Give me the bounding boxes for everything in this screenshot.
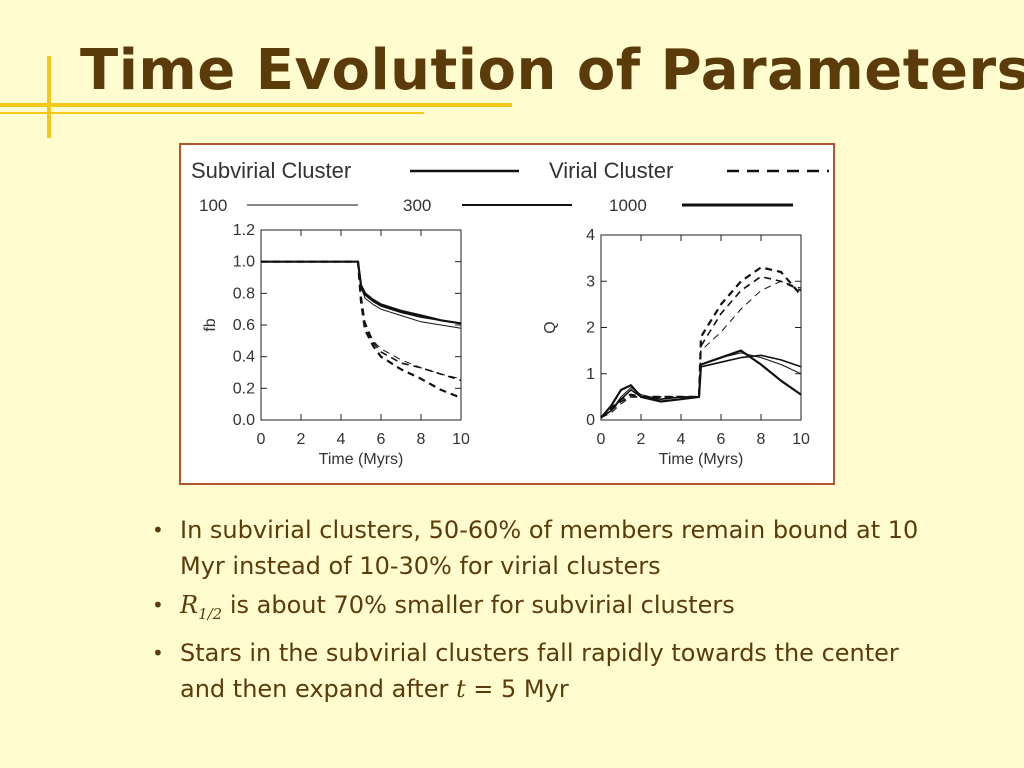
legend-n-100: 100: [199, 196, 227, 215]
y-tick-label-fb: 1.2: [233, 222, 255, 239]
title-accent-line: [0, 103, 512, 107]
x-tick-label-q: 8: [757, 431, 766, 448]
y-axis-label-q: Q: [542, 321, 559, 333]
x-axis-label-fb: Time (Myrs): [319, 451, 404, 468]
y-tick-label-q: 3: [586, 273, 595, 290]
x-tick-label-fb: 6: [377, 431, 386, 448]
r-half-subscript: 1/2: [198, 604, 223, 623]
series-line-q-virial-1000: [600, 266, 802, 419]
y-axis-label-fb: fb: [202, 318, 219, 331]
plot-frame-fb: [260, 229, 462, 421]
legend-subvirial-label: Subvirial Cluster: [191, 158, 351, 183]
plot-fb: 0 2 4 6 8 10 0.0 0.2 0.4 0.6 0.8 1.0 1.2 Time (Myrs) f…: [202, 222, 470, 468]
y-tick-label-fb: 1.0: [233, 254, 255, 271]
x-tick-label-fb: 10: [452, 431, 470, 448]
y-tick-label-fb: 0.4: [233, 349, 255, 366]
page-title: Time Evolution of Parameters: [80, 38, 1024, 103]
legend-virial-label: Virial Cluster: [549, 158, 673, 183]
series-line-fb-subvirial-1000: [261, 260, 462, 325]
bullet-list: In subvirial clusters, 50-60% of members…: [148, 512, 948, 710]
series-line-fb-virial-1000: [261, 260, 462, 399]
y-tick-label-fb: 0.8: [233, 285, 255, 302]
legend-n-1000: 1000: [609, 196, 647, 215]
y-tick-label-fb: 0.2: [233, 380, 255, 397]
figure-svg: Subvirial Cluster Virial Cluster 100 300…: [191, 158, 829, 468]
series-line-q-subvirial-1000: [600, 349, 802, 419]
y-tick-label-fb: 0.6: [233, 317, 255, 334]
title-accent-line-thin: [0, 112, 424, 114]
x-tick-label-q: 0: [597, 431, 606, 448]
t-symbol: t: [455, 674, 466, 703]
y-tick-label-q: 4: [586, 227, 595, 244]
bullet-text: In subvirial clusters, 50-60% of members…: [180, 516, 919, 580]
plot-q: 0 2 4 6 8 10 0 1 2 3 4 Time (Myrs) Q: [542, 227, 810, 468]
legend-n-300: 300: [403, 196, 431, 215]
plot-frame-q: [600, 234, 802, 421]
legend: Subvirial Cluster Virial Cluster 100 300…: [191, 158, 829, 215]
x-tick-label-q: 6: [717, 431, 726, 448]
bullet-item: R1/2 is about 70% smaller for subvirial …: [148, 587, 948, 632]
series-line-fb-subvirial-300: [261, 260, 462, 325]
y-tick-label-q: 0: [586, 412, 595, 429]
x-tick-label-fb: 8: [417, 431, 426, 448]
bullet-item: In subvirial clusters, 50-60% of members…: [148, 512, 948, 584]
series-line-q-virial-100: [600, 280, 802, 419]
y-tick-label-q: 2: [586, 320, 595, 337]
title-accent-vertical: [47, 56, 51, 138]
bullet-text: = 5 Myr: [465, 674, 569, 703]
figure-panel: Subvirial Cluster Virial Cluster 100 300…: [179, 143, 835, 485]
x-tick-label-q: 4: [677, 431, 686, 448]
series-line-q-virial-300: [600, 275, 802, 419]
r-half-symbol: R: [180, 591, 199, 619]
bullet-text: Stars in the subvirial clusters fall rap…: [180, 638, 899, 703]
y-tick-label-q: 1: [586, 366, 595, 383]
x-tick-label-fb: 4: [337, 431, 346, 448]
x-tick-label-fb: 0: [257, 431, 266, 448]
x-tick-label-q: 2: [637, 431, 646, 448]
bullet-text: is about 70% smaller for subvirial clust…: [222, 591, 735, 619]
x-tick-label-q: 10: [792, 431, 810, 448]
y-tick-label-fb: 0.0: [233, 412, 255, 429]
x-tick-label-fb: 2: [297, 431, 306, 448]
x-axis-label-q: Time (Myrs): [659, 451, 744, 468]
bullet-item: Stars in the subvirial clusters fall rap…: [148, 635, 948, 707]
